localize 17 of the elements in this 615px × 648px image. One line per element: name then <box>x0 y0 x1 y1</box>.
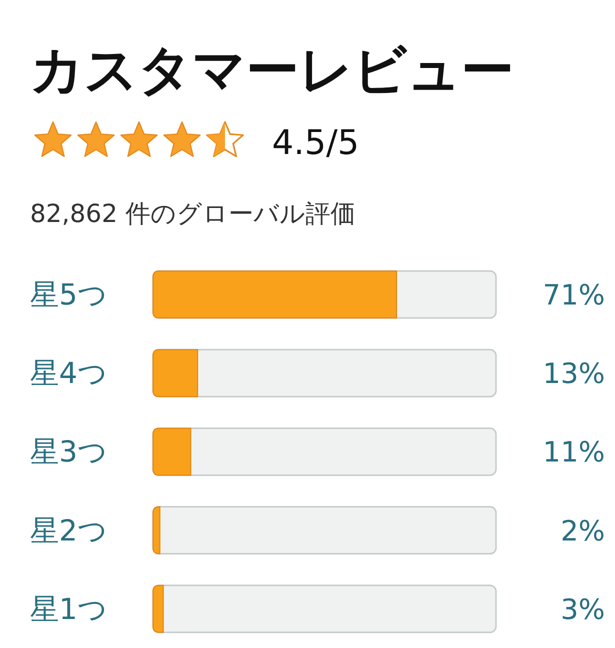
text: 4.5/5 <box>272 123 360 163</box>
chart-subtitle: 82,862 件のグローバル評価 <box>30 199 356 228</box>
y-tick-label: 星4つ <box>30 356 108 390</box>
y-tick-label: 星5つ <box>30 278 108 312</box>
bar <box>152 349 198 398</box>
bar <box>152 506 160 554</box>
y-tick-label: 星3つ <box>30 434 108 469</box>
y-tick-label: 星2つ <box>30 513 108 548</box>
data-label: 3% <box>560 592 605 626</box>
chart-title: カスタマーレビュー <box>30 40 514 101</box>
bar <box>152 584 164 633</box>
data-label: 2% <box>560 514 605 548</box>
data-label: 11% <box>542 436 605 469</box>
data-label: 13% <box>542 357 605 390</box>
y-tick-label: 星1つ <box>30 592 108 626</box>
data-label: 71% <box>542 278 605 312</box>
bar <box>152 428 192 476</box>
